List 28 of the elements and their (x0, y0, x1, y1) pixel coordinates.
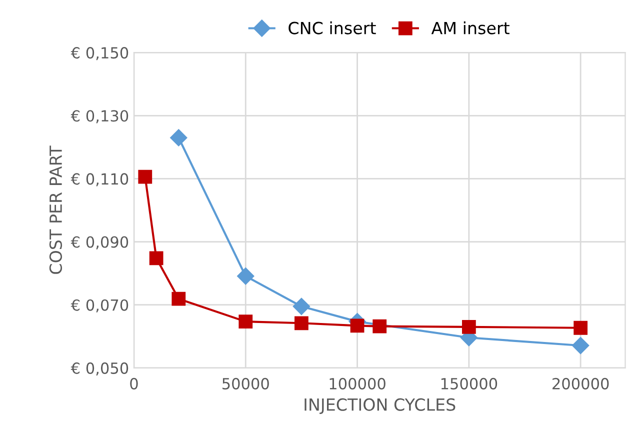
x-tick-label: 200000 (552, 378, 609, 390)
point (462, 320, 476, 334)
point (172, 292, 186, 306)
y-tick-label: € 0,110 (70, 173, 128, 186)
point (170, 129, 188, 146)
x-tick-label: 100000 (330, 378, 386, 390)
point (294, 316, 308, 330)
point (372, 319, 387, 334)
x-axis-title: INJECTION CYCLES (304, 398, 456, 414)
legend-label: CNC insert (288, 21, 376, 34)
y-axis-title: COST PER PART (49, 146, 62, 274)
point (350, 318, 364, 333)
point (574, 320, 588, 335)
x-tick-label: 150000 (441, 378, 498, 390)
y-tick-label: € 0,070 (70, 299, 128, 312)
point (292, 298, 310, 315)
point (572, 336, 590, 354)
point (138, 170, 152, 184)
y-tick-label: € 0,150 (70, 47, 128, 60)
y-tick-label: € 0,130 (70, 110, 128, 124)
x-tick-label: 0 (130, 378, 138, 390)
y-tick-label: € 0,050 (70, 362, 128, 376)
point (237, 268, 254, 285)
point (149, 251, 164, 266)
x-tick-label: 50000 (222, 378, 269, 390)
point (238, 314, 253, 329)
legend-label: AM insert (431, 21, 510, 34)
y-tick-label: € 0,090 (70, 236, 128, 250)
